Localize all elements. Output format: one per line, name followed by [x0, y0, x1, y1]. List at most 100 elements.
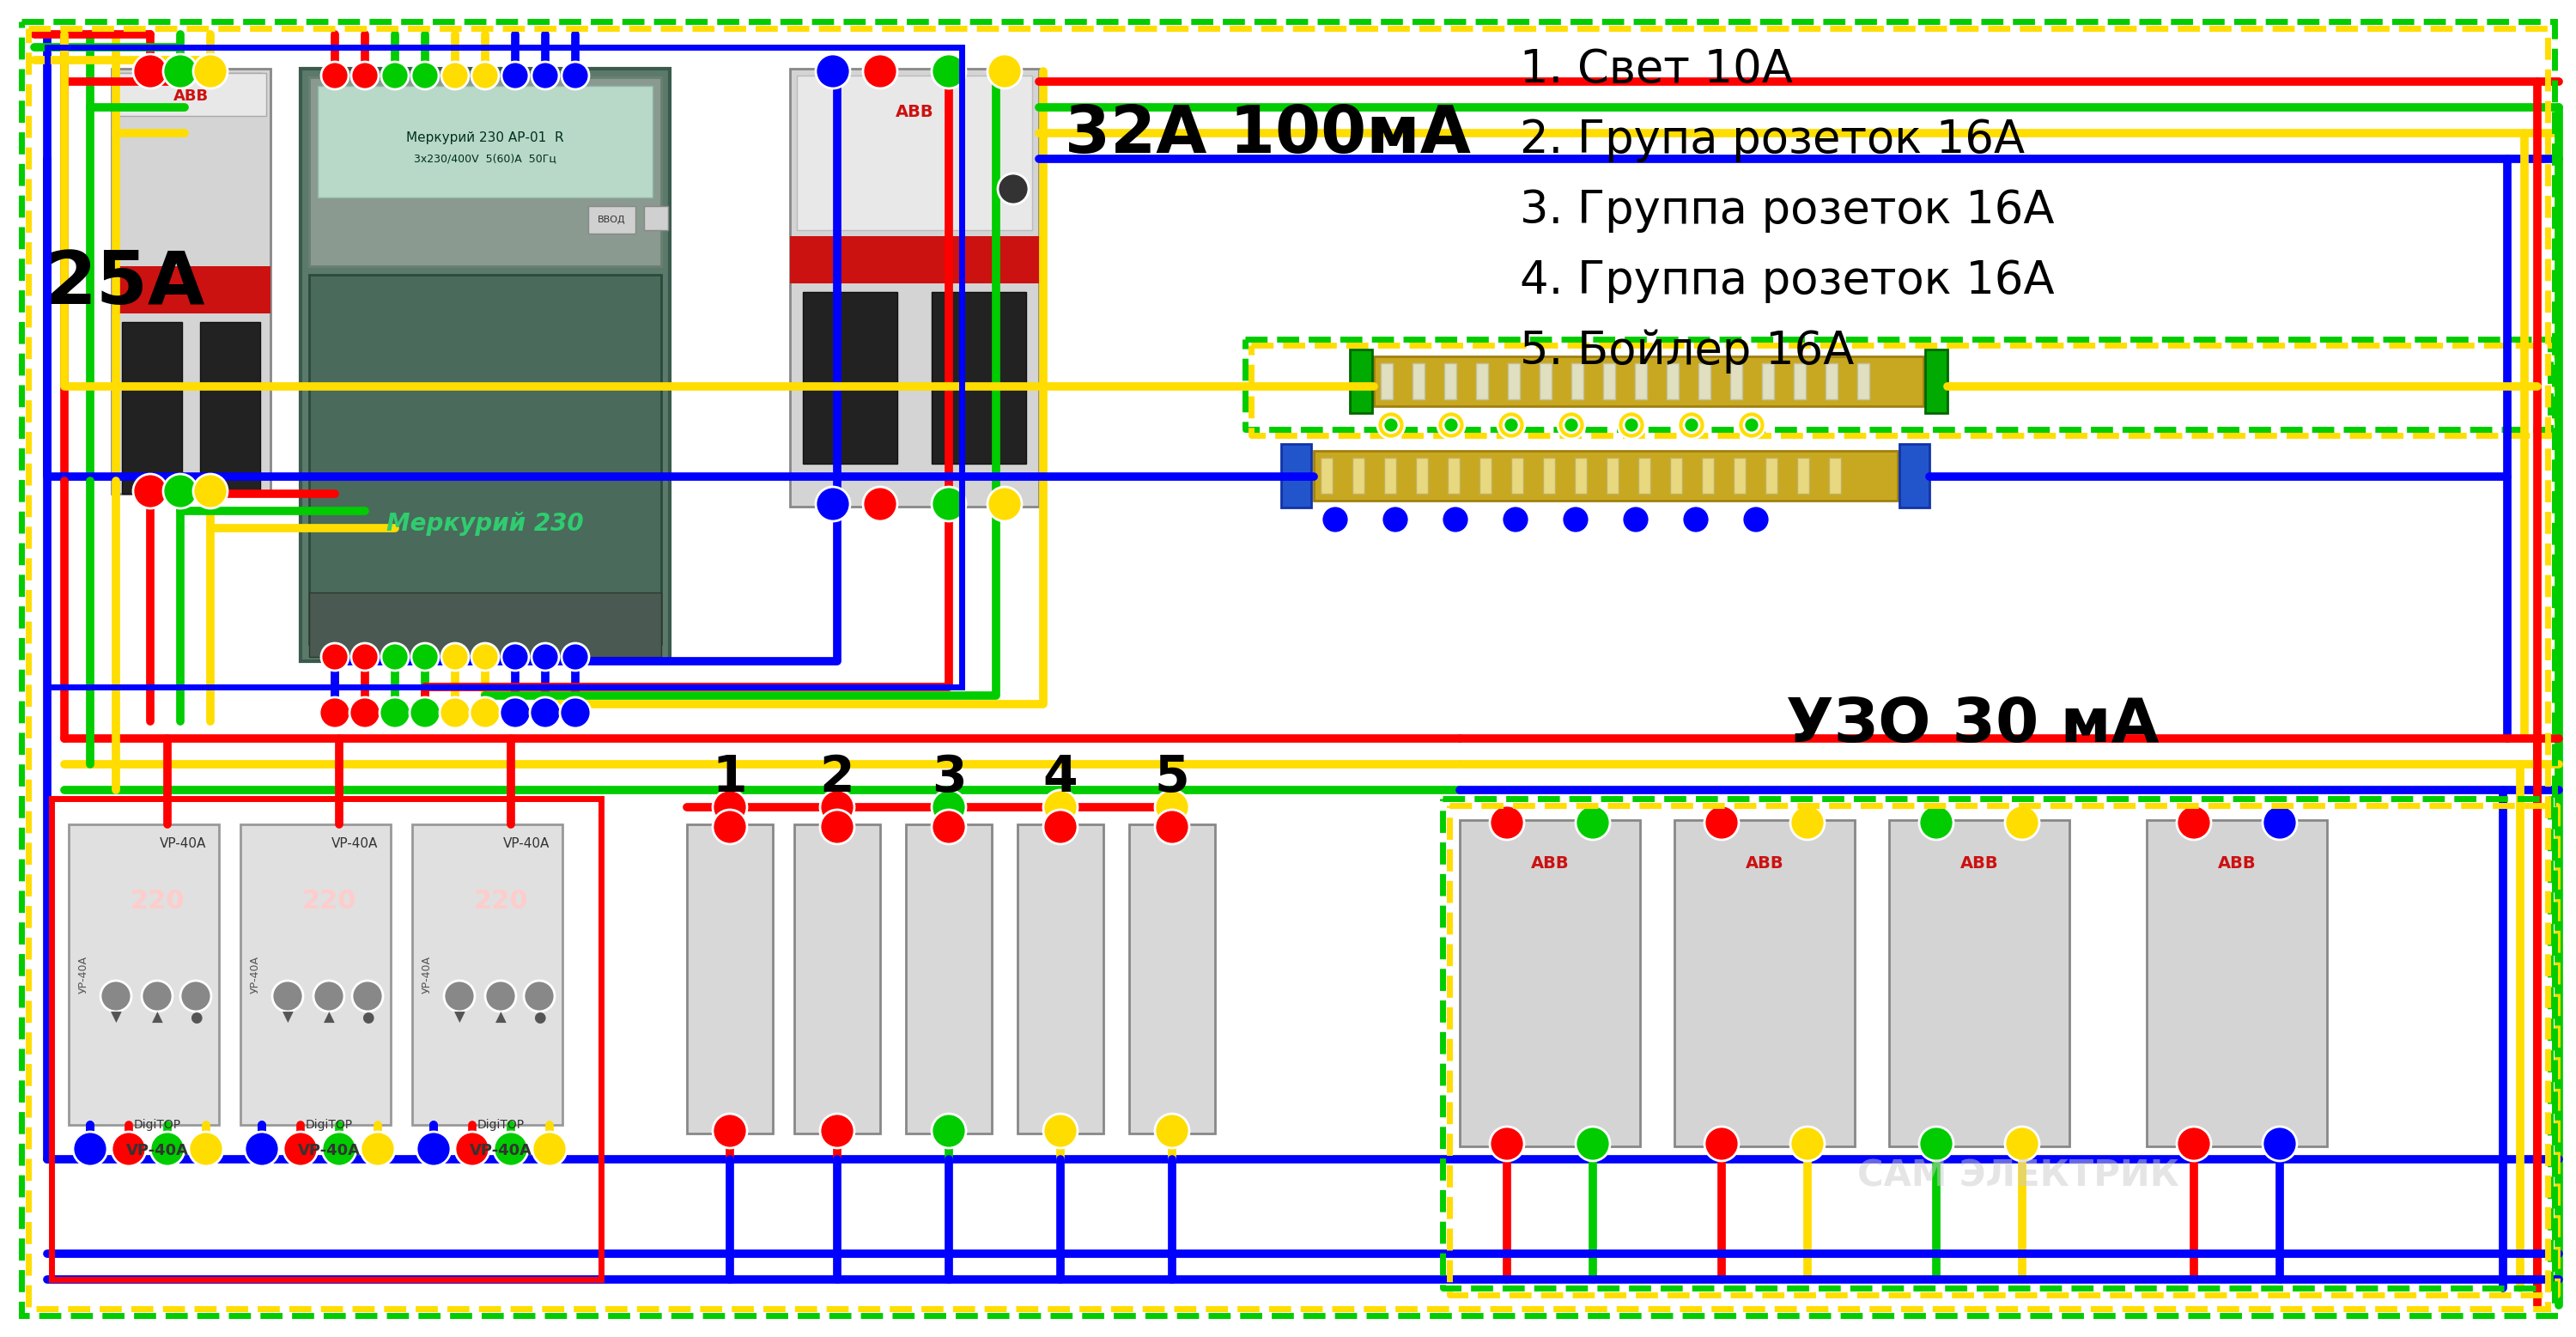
Circle shape — [134, 475, 167, 508]
Text: УЗО 30 мА: УЗО 30 мА — [1785, 695, 2159, 755]
Circle shape — [1154, 790, 1190, 825]
Text: 3х230/400V  5(60)A  50Гц: 3х230/400V 5(60)A 50Гц — [415, 154, 556, 164]
Bar — [1638, 457, 1651, 493]
Circle shape — [523, 980, 554, 1012]
Circle shape — [2004, 1127, 2040, 1161]
Text: VP-40A: VP-40A — [469, 1143, 531, 1158]
Circle shape — [1043, 1114, 1077, 1148]
Circle shape — [1677, 412, 1705, 439]
Bar — [451, 873, 551, 931]
Bar — [1698, 364, 1710, 400]
Circle shape — [1154, 810, 1190, 844]
Bar — [1473, 992, 1540, 1134]
Circle shape — [1561, 505, 1589, 533]
Bar — [1798, 457, 1808, 493]
Circle shape — [933, 1114, 966, 1148]
Text: Меркурий 230: Меркурий 230 — [386, 512, 585, 536]
Bar — [100, 949, 214, 1043]
Bar — [933, 291, 1025, 464]
Bar — [111, 266, 270, 313]
Circle shape — [350, 698, 381, 729]
Bar — [446, 949, 556, 1043]
Circle shape — [314, 980, 345, 1012]
Circle shape — [714, 790, 747, 825]
Circle shape — [1321, 505, 1350, 533]
Text: ▼: ▼ — [453, 1009, 464, 1025]
Circle shape — [471, 62, 500, 90]
Circle shape — [2262, 805, 2298, 840]
Bar — [291, 833, 301, 840]
Text: УР-40А: УР-40А — [422, 956, 433, 993]
Circle shape — [933, 790, 966, 825]
Circle shape — [1502, 505, 1530, 533]
Bar — [1321, 457, 1332, 493]
Bar — [273, 868, 384, 936]
Circle shape — [819, 1114, 855, 1148]
Circle shape — [863, 487, 896, 521]
Text: 5. Бойлер 16A: 5. Бойлер 16A — [1520, 329, 1855, 373]
Bar — [75, 833, 85, 840]
Bar — [278, 873, 379, 931]
Circle shape — [817, 487, 850, 521]
Bar — [1989, 992, 2056, 1134]
Circle shape — [1739, 412, 1765, 439]
Bar — [2146, 820, 2326, 1146]
Bar — [301, 68, 670, 662]
Bar — [1018, 825, 1103, 1134]
Bar — [108, 873, 206, 931]
Bar — [1667, 364, 1680, 400]
Text: VP-40A: VP-40A — [296, 1143, 361, 1158]
Bar — [1602, 364, 1615, 400]
Bar — [100, 1048, 214, 1116]
Circle shape — [1577, 805, 1610, 840]
Circle shape — [1043, 790, 1077, 825]
Bar — [1734, 457, 1747, 493]
Bar — [1141, 975, 1203, 1112]
Bar — [1899, 444, 1929, 508]
Text: УР-40А: УР-40А — [250, 956, 260, 993]
Text: 32A 100мA: 32A 100мA — [1064, 103, 1471, 167]
Text: САМ ЭЛЕКТРИК: САМ ЭЛЕКТРИК — [1857, 1158, 2179, 1194]
Circle shape — [443, 980, 474, 1012]
Circle shape — [719, 1123, 739, 1143]
Bar — [1687, 992, 1757, 1134]
Bar — [804, 291, 896, 464]
Circle shape — [2004, 805, 2040, 840]
Circle shape — [193, 475, 227, 508]
Circle shape — [531, 698, 562, 729]
Circle shape — [562, 643, 590, 671]
Circle shape — [1154, 1114, 1190, 1148]
Circle shape — [1685, 417, 1700, 433]
Bar — [317, 86, 652, 198]
Circle shape — [149, 1131, 185, 1166]
Text: ABB: ABB — [2218, 854, 2257, 872]
Circle shape — [502, 62, 528, 90]
Bar — [1350, 349, 1373, 413]
Bar — [139, 833, 149, 840]
Bar — [806, 975, 868, 1112]
Bar — [1128, 928, 1216, 967]
Bar — [526, 833, 536, 840]
Circle shape — [417, 1131, 451, 1166]
Circle shape — [533, 1131, 567, 1166]
Bar — [214, 74, 263, 103]
Bar — [1373, 357, 1924, 406]
Bar — [484, 833, 495, 840]
Circle shape — [531, 62, 559, 90]
Text: ●: ● — [191, 1009, 201, 1025]
Bar — [111, 68, 270, 493]
Bar — [1543, 457, 1556, 493]
Bar — [273, 949, 384, 1043]
Text: VP-40A: VP-40A — [332, 837, 379, 850]
Circle shape — [322, 643, 348, 671]
Text: УР-40А: УР-40А — [77, 956, 88, 993]
Bar — [309, 275, 662, 644]
Circle shape — [111, 1131, 147, 1166]
Circle shape — [1623, 417, 1638, 433]
Bar — [1924, 349, 1947, 413]
Circle shape — [162, 475, 198, 508]
Circle shape — [381, 62, 410, 90]
Bar — [1018, 928, 1103, 967]
Circle shape — [379, 698, 410, 729]
Bar — [116, 74, 265, 116]
